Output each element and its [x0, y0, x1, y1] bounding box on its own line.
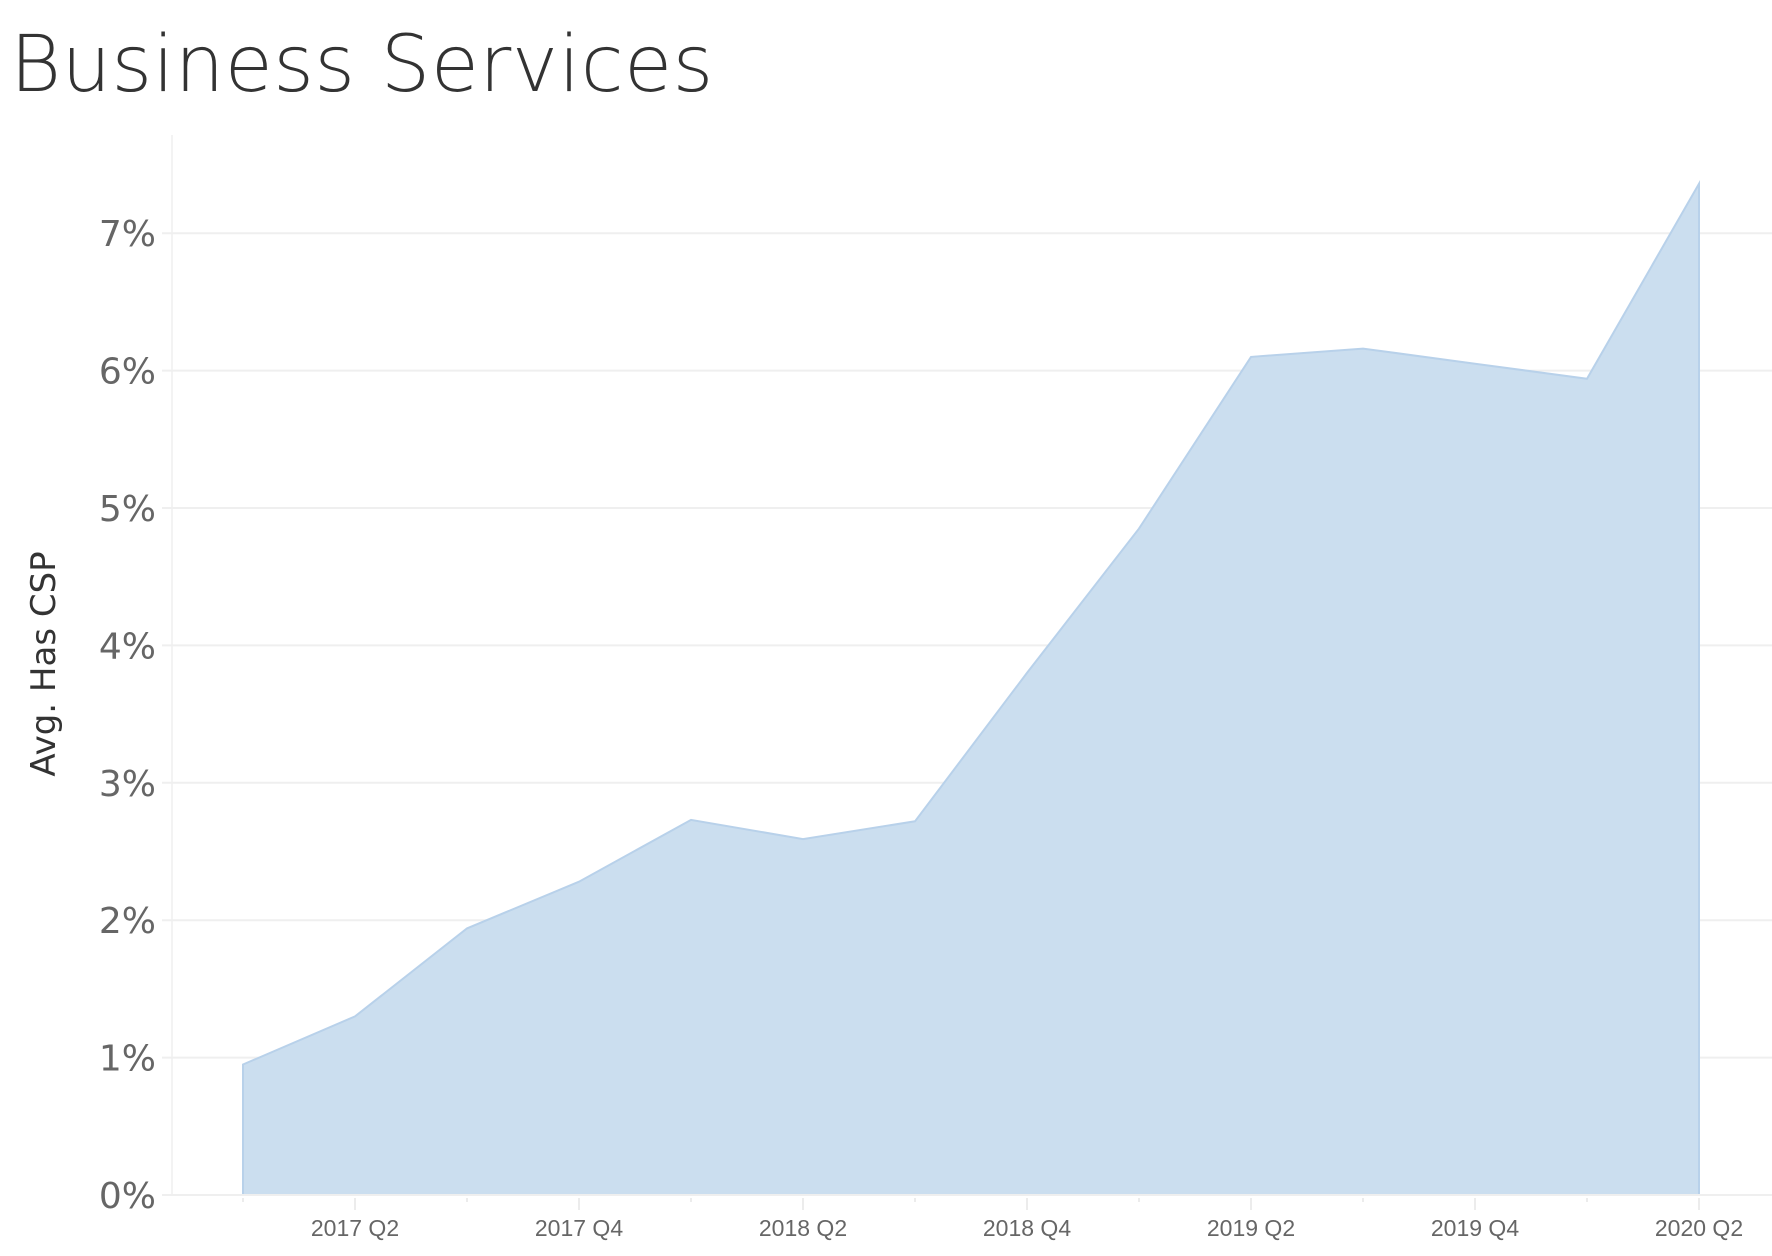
y-tick-label: 1% [99, 1039, 156, 1080]
x-tick-label: 2018 Q2 [759, 1215, 847, 1241]
chart-title: Business Services [10, 20, 714, 110]
y-tick-label: 4% [99, 626, 156, 667]
y-tick-label: 2% [99, 901, 156, 942]
x-tick-label: 2017 Q2 [311, 1215, 399, 1241]
x-tick-label: 2017 Q4 [535, 1215, 623, 1241]
x-tick-label: 2019 Q4 [1431, 1215, 1519, 1241]
y-tick-label: 5% [99, 489, 156, 530]
y-tick-label: 7% [99, 214, 156, 255]
y-tick-label: 6% [99, 352, 156, 393]
y-axis-ticks: 0% 1% 2% 3% 4% 5% 6% 7% [99, 214, 156, 1217]
y-tick-label: 0% [99, 1176, 156, 1217]
x-tick-label: 2018 Q4 [983, 1215, 1071, 1241]
x-tick-label: 2020 Q2 [1655, 1215, 1743, 1241]
area-series[interactable] [242, 179, 1700, 1196]
y-tick-label: 3% [99, 764, 156, 805]
x-axis-ticks: 2017 Q2 2017 Q4 2018 Q2 2018 Q4 2019 Q2 2019 … [242, 1198, 1743, 1241]
x-tick-label: 2019 Q2 [1207, 1215, 1295, 1241]
